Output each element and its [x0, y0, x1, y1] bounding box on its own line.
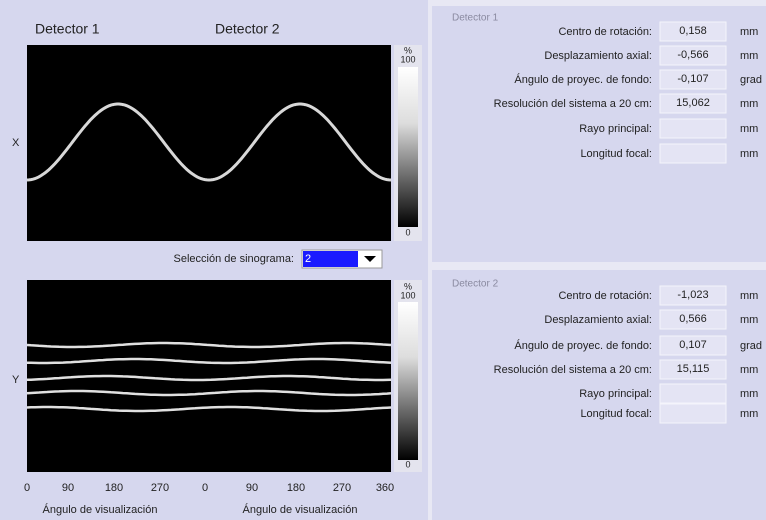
field-label: Rayo principal:	[579, 388, 652, 400]
field-unit: mm	[740, 98, 758, 110]
field-unit: mm	[740, 290, 758, 302]
selector-label: Selección de sinograma:	[174, 253, 294, 265]
group-title: Detector 2	[452, 279, 499, 290]
field-value: 15,062	[676, 97, 710, 109]
field-label: Centro de rotación:	[558, 290, 652, 302]
x-tick-label: 0	[24, 482, 30, 494]
field-input[interactable]	[660, 384, 726, 403]
x-tick-label: 90	[62, 482, 74, 494]
field-unit: grad	[740, 340, 762, 352]
field-unit: mm	[740, 148, 758, 160]
field-label: Ángulo de proyec. de fondo:	[514, 73, 652, 86]
field-label: Resolución del sistema a 20 cm:	[494, 98, 652, 110]
field-label: Longitud focal:	[580, 148, 652, 160]
x-tick-label: 270	[151, 482, 169, 494]
dropdown-selection	[303, 251, 358, 267]
detector-header: Detector 2	[215, 21, 280, 37]
field-input[interactable]	[660, 404, 726, 423]
field-label: Centro de rotación:	[558, 26, 652, 38]
screen: Detector 1 Detector 2 X % 100 0 Selecció…	[0, 0, 766, 520]
field-value: 0,158	[679, 25, 707, 37]
field-label: Rayo principal:	[579, 123, 652, 135]
field-value: 0,566	[679, 313, 707, 325]
colorbar-min: 0	[405, 459, 410, 469]
detector-header: Detector 1	[35, 21, 100, 37]
field-label: Longitud focal:	[580, 408, 652, 420]
group-title: Detector 1	[452, 13, 499, 24]
field-unit: grad	[740, 74, 762, 86]
field-input[interactable]	[660, 144, 726, 163]
field-unit: mm	[740, 364, 758, 376]
field-input[interactable]	[660, 119, 726, 138]
axis-title: Ángulo de visualización	[43, 503, 158, 516]
x-tick-label: 180	[287, 482, 305, 494]
field-value: -1,023	[677, 289, 708, 301]
field-value: -0,566	[677, 49, 708, 61]
field-label: Resolución del sistema a 20 cm:	[494, 364, 652, 376]
colorbar-max: 100	[400, 54, 415, 64]
x-tick-label: 180	[105, 482, 123, 494]
field-value: -0,107	[677, 73, 708, 85]
axis-label: X	[12, 137, 20, 149]
field-value: 15,115	[677, 363, 710, 375]
field-unit: mm	[740, 408, 758, 420]
axis-label: Y	[12, 374, 20, 386]
field-label: Ángulo de proyec. de fondo:	[514, 339, 652, 352]
field-label: Desplazamiento axial:	[544, 314, 652, 326]
colorbar-max: 100	[400, 290, 415, 300]
field-unit: mm	[740, 388, 758, 400]
field-value: 0,107	[679, 339, 707, 351]
colorbar-min: 0	[405, 227, 410, 237]
axis-title: Ángulo de visualización	[243, 503, 358, 516]
colorbar	[398, 67, 418, 227]
field-unit: mm	[740, 123, 758, 135]
field-label: Desplazamiento axial:	[544, 50, 652, 62]
sinogram-x	[27, 45, 391, 241]
field-unit: mm	[740, 50, 758, 62]
field-unit: mm	[740, 26, 758, 38]
x-tick-label: 90	[246, 482, 258, 494]
x-tick-label: 0	[202, 482, 208, 494]
field-unit: mm	[740, 314, 758, 326]
x-tick-label: 360	[376, 482, 394, 494]
x-tick-label: 270	[333, 482, 351, 494]
dropdown-value: 2	[305, 253, 311, 265]
colorbar	[398, 302, 418, 460]
